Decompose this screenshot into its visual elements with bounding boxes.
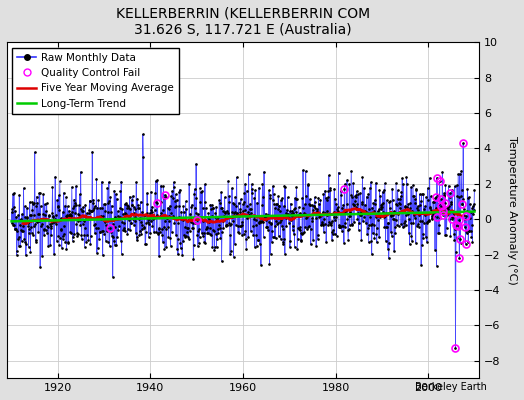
Y-axis label: Temperature Anomaly (°C): Temperature Anomaly (°C) xyxy=(507,136,517,285)
Legend: Raw Monthly Data, Quality Control Fail, Five Year Moving Average, Long-Term Tren: Raw Monthly Data, Quality Control Fail, … xyxy=(12,48,179,114)
Text: Berkeley Earth: Berkeley Earth xyxy=(416,382,487,392)
Title: KELLERBERRIN (KELLERBERRIN COM
31.626 S, 117.721 E (Australia): KELLERBERRIN (KELLERBERRIN COM 31.626 S,… xyxy=(116,7,370,37)
